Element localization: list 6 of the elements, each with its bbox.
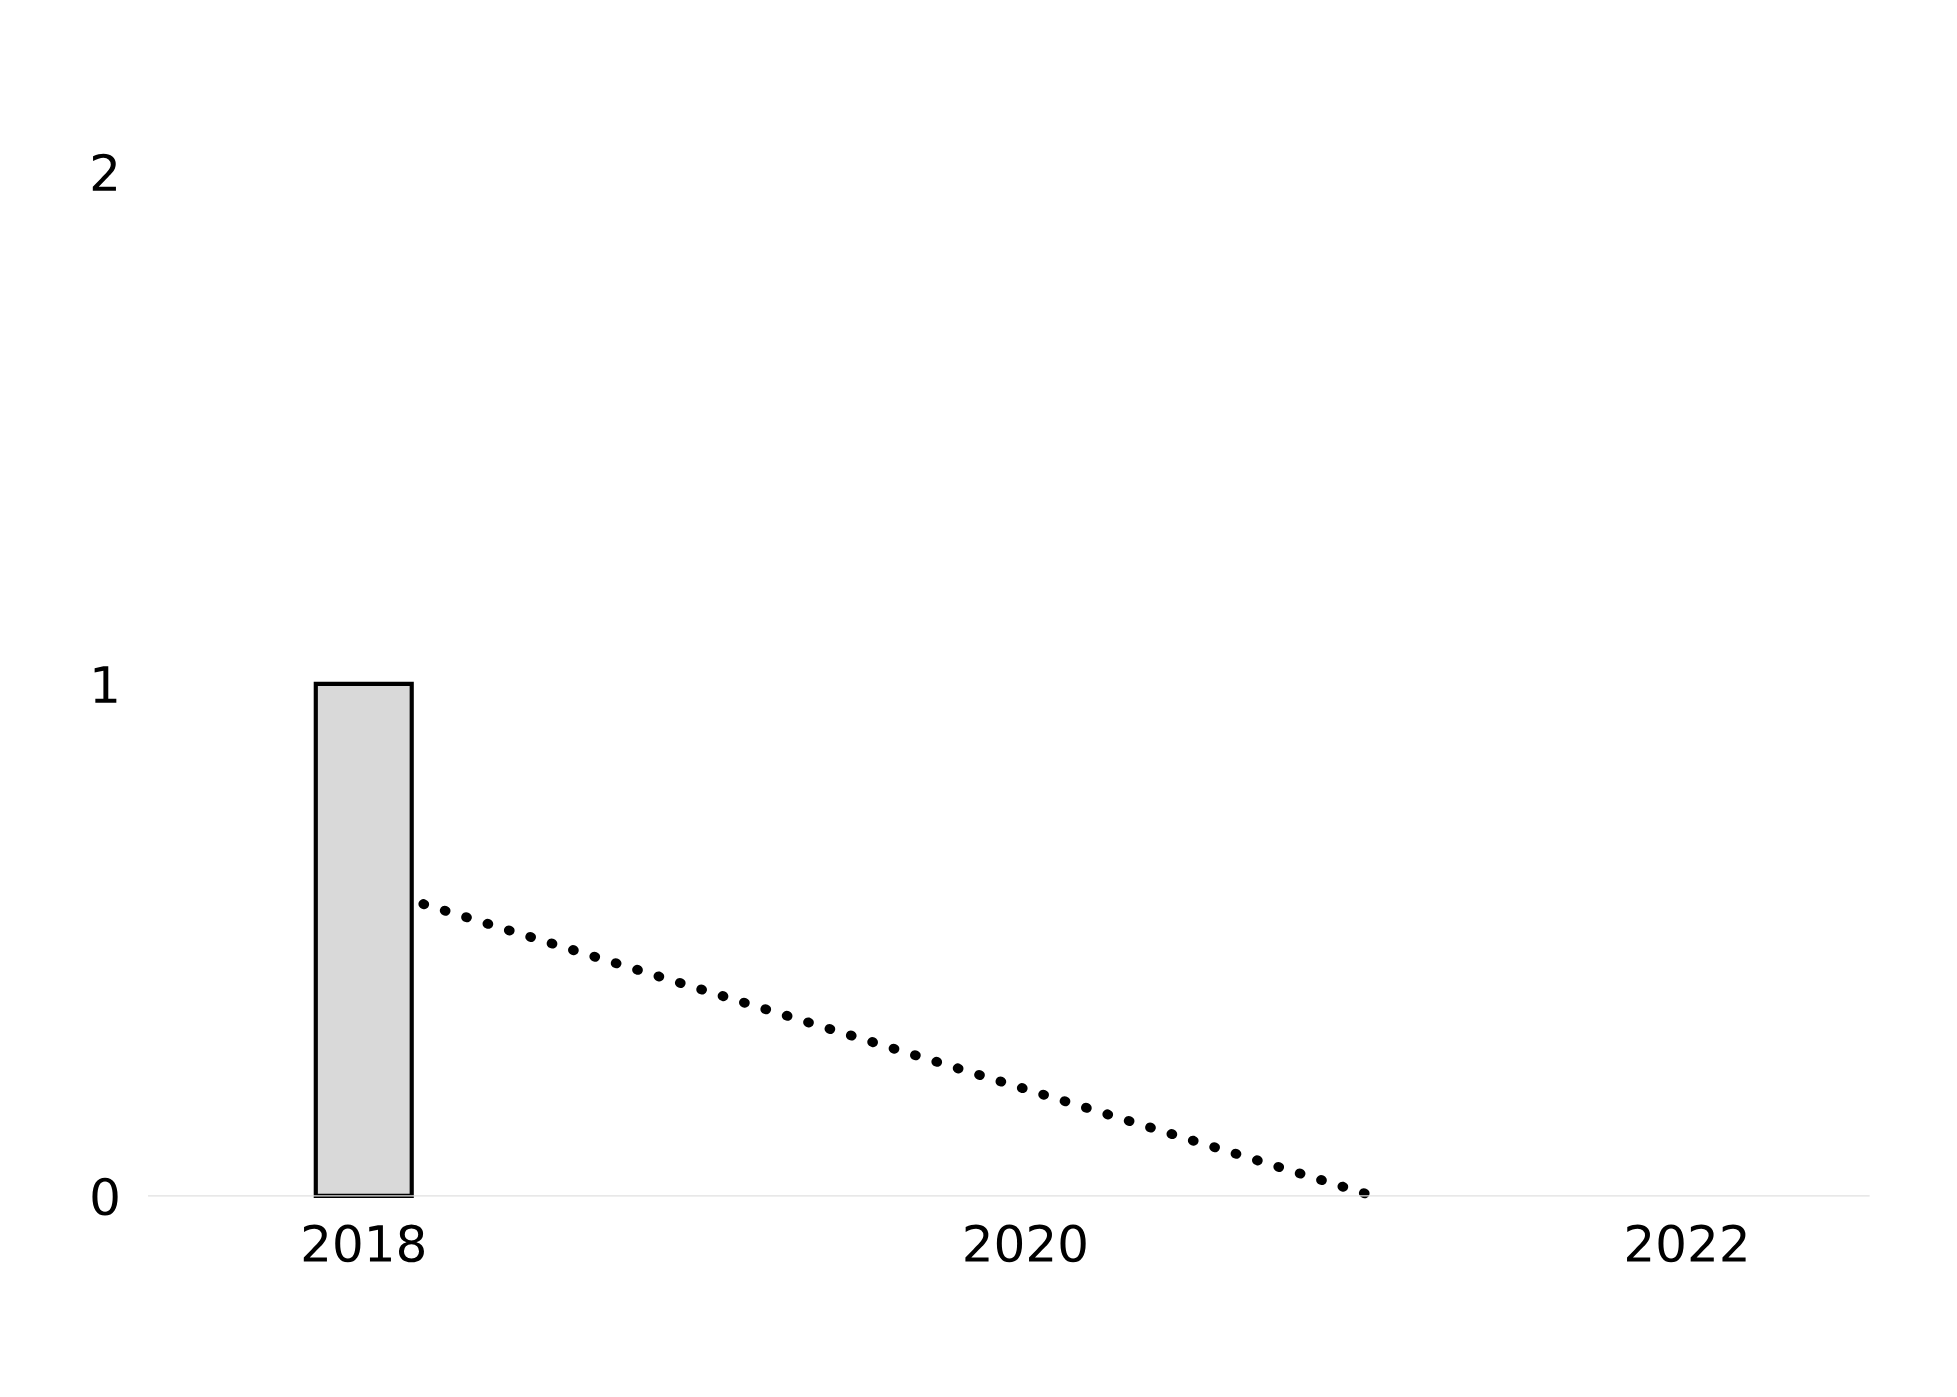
y-tick-label: 0 xyxy=(92,1177,118,1216)
x-tick-label: 2020 xyxy=(965,1224,1086,1263)
y-tick-label: 2 xyxy=(92,153,116,191)
y-tick-label: 1 xyxy=(94,666,117,703)
x-tick-label: 2018 xyxy=(303,1224,424,1263)
x-tick-label: 2022 xyxy=(1627,1224,1746,1263)
